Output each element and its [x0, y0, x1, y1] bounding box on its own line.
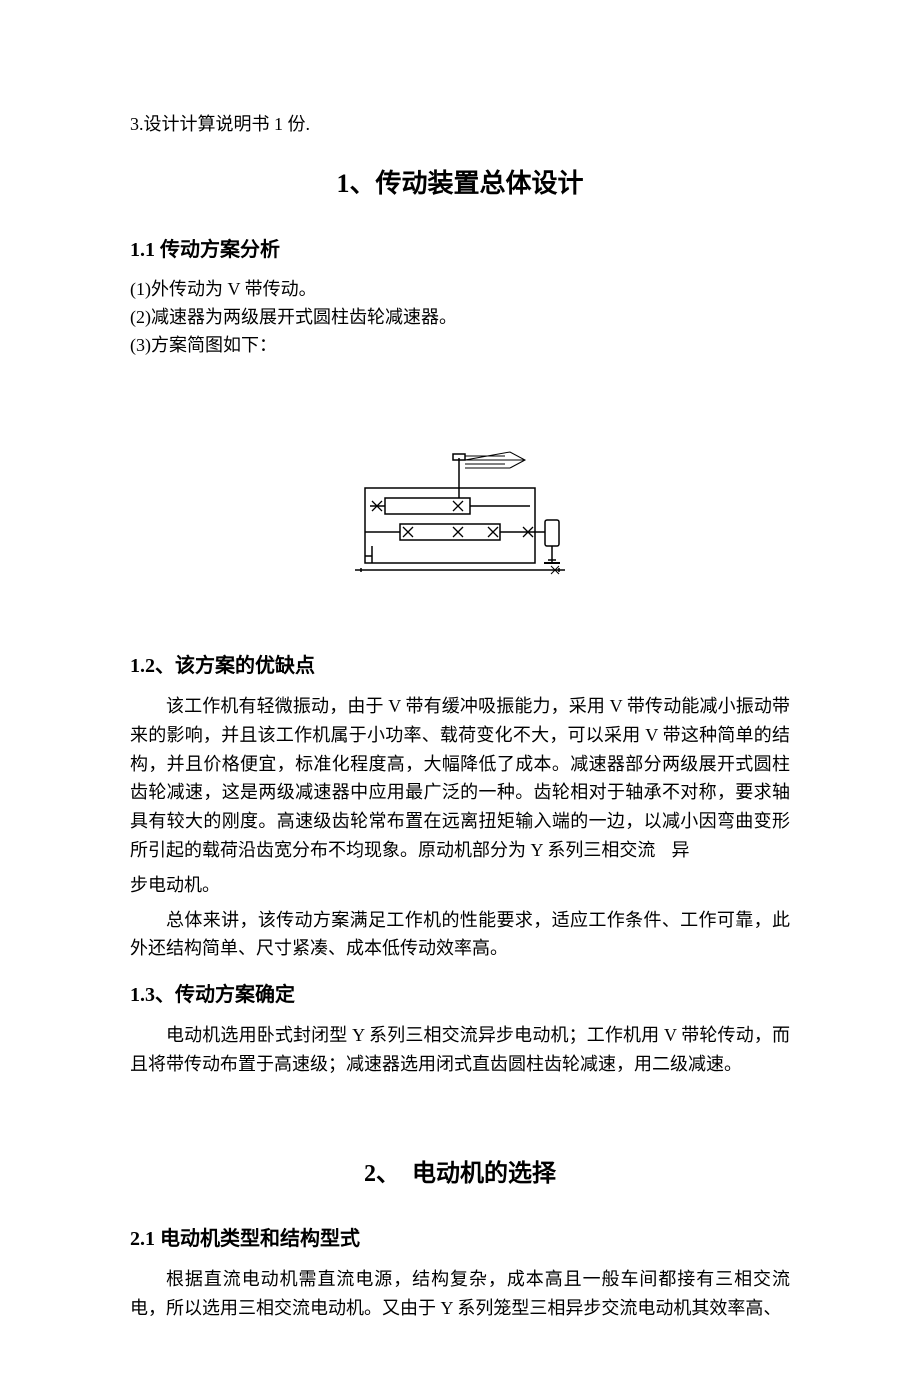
- section-1-3-para: 电动机选用卧式封闭型 Y 系列三相交流异步电动机；工作机用 V 带轮传动，而且将…: [130, 1021, 790, 1079]
- transmission-diagram: [355, 450, 565, 580]
- section-1-2-para1-tail: 步电动机。: [130, 871, 790, 900]
- section-1-2-title: 1.2、该方案的优缺点: [130, 650, 790, 682]
- heading-2: 2、 电动机的选择: [130, 1155, 790, 1193]
- section-1-1-title: 1.1 传动方案分析: [130, 234, 790, 266]
- section-2-1-title: 2.1 电动机类型和结构型式: [130, 1223, 790, 1255]
- list-item-2: (2)减速器为两级展开式圆柱齿轮减速器。: [130, 304, 790, 332]
- diagram-container: [130, 450, 790, 580]
- section-1-2-para2: 总体来讲，该传动方案满足工作机的性能要求，适应工作条件、工作可靠，此外还结构简单…: [130, 906, 790, 964]
- list-item-1: (1)外传动为 V 带传动。: [130, 276, 790, 304]
- heading-1: 1、传动装置总体设计: [130, 163, 790, 205]
- section-1-3-title: 1.3、传动方案确定: [130, 979, 790, 1011]
- section-2-1-para: 根据直流电动机需直流电源，结构复杂，成本高且一般车间都接有三相交流电，所以选用三…: [130, 1265, 790, 1323]
- list-item-3: (3)方案简图如下：: [130, 332, 790, 360]
- section-1-2-para1-tail-start: 异: [672, 840, 692, 860]
- preamble-line: 3.设计计算说明书 1 份.: [130, 110, 790, 139]
- section-1-2-para1: 该工作机有轻微振动，由于 V 带有缓冲吸振能力，采用 V 带传动能减小振动带来的…: [130, 692, 790, 865]
- section-1-2-para1-main: 该工作机有轻微振动，由于 V 带有缓冲吸振能力，采用 V 带传动能减小振动带来的…: [130, 696, 790, 860]
